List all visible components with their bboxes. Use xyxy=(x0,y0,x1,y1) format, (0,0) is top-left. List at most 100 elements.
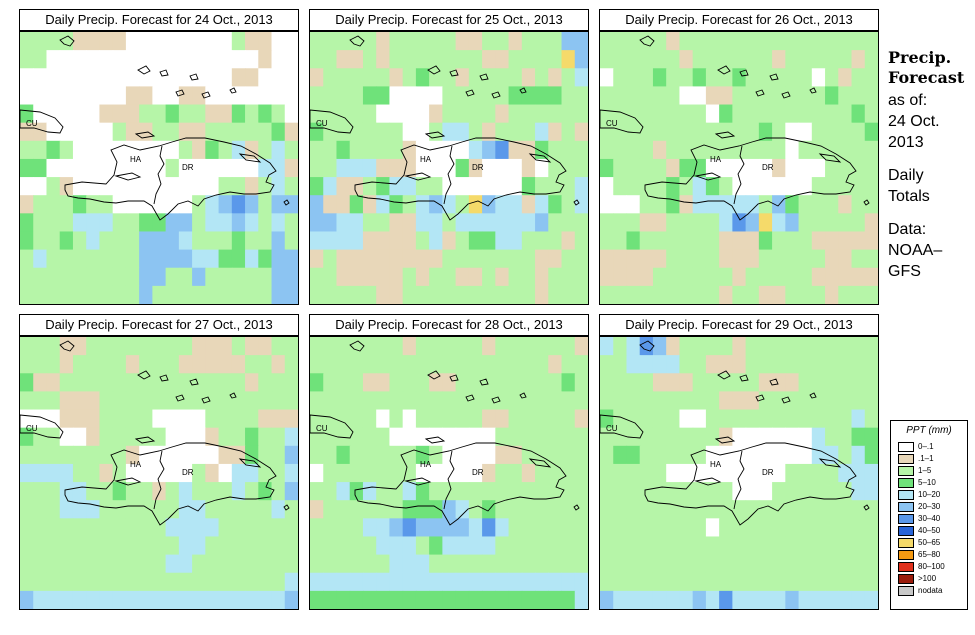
precip-cell xyxy=(376,463,391,483)
precip-cell xyxy=(192,427,206,447)
precip-cell xyxy=(336,373,351,392)
precip-cell xyxy=(811,32,826,51)
precip-cell xyxy=(429,391,443,411)
precip-cell xyxy=(33,50,48,69)
precip-cell xyxy=(679,104,694,124)
precip-cell xyxy=(245,177,259,196)
precip-cell xyxy=(59,572,74,592)
precip-cell xyxy=(415,249,430,269)
precip-cell xyxy=(20,391,34,411)
precip-cell xyxy=(825,231,839,251)
precip-cell xyxy=(165,572,180,592)
precip-cell xyxy=(626,195,641,214)
precip-cell xyxy=(798,122,813,142)
precip-cell xyxy=(535,32,549,51)
precip-cell xyxy=(376,285,391,304)
precip-cell xyxy=(86,50,101,69)
precip-cell xyxy=(574,86,588,106)
precip-cell xyxy=(508,409,523,429)
legend-item: 65–80 xyxy=(891,549,967,561)
precip-cell xyxy=(508,249,523,269)
precip-cell xyxy=(548,86,563,106)
precip-cell xyxy=(165,86,180,106)
precip-cell xyxy=(772,427,786,447)
precip-cell xyxy=(112,373,127,392)
precip-cell xyxy=(402,373,417,392)
legend-item: 20–30 xyxy=(891,501,967,513)
precip-cell xyxy=(600,50,614,69)
precip-cell xyxy=(205,482,220,501)
precip-cell xyxy=(758,86,773,106)
precip-cell xyxy=(600,249,614,269)
precip-cell xyxy=(666,104,681,124)
precip-cell xyxy=(376,500,391,519)
precip-cell xyxy=(600,536,614,556)
precip-cell xyxy=(613,140,628,160)
precip-cell xyxy=(86,427,101,447)
precip-cell xyxy=(59,86,74,106)
precip-cell xyxy=(205,572,220,592)
coastline xyxy=(201,396,211,404)
precip-cell xyxy=(284,177,298,196)
precip-cell xyxy=(310,104,324,124)
precip-cell xyxy=(508,373,523,392)
precip-cell xyxy=(535,267,549,287)
precip-cell xyxy=(46,572,61,592)
precip-cell xyxy=(811,373,826,392)
precip-cell xyxy=(719,500,733,519)
precip-cell xyxy=(785,518,800,538)
precip-cell xyxy=(758,122,773,142)
precip-cell xyxy=(46,500,61,519)
precip-cell xyxy=(310,249,324,269)
precip-cell xyxy=(600,445,614,465)
precip-cell xyxy=(271,158,286,178)
precip-cell xyxy=(825,518,839,538)
precip-cell xyxy=(468,249,483,269)
precip-cell xyxy=(125,86,140,106)
coastline xyxy=(600,109,644,134)
precip-cell xyxy=(284,355,298,374)
precip-cell xyxy=(455,249,470,269)
coastline xyxy=(189,378,199,386)
precip-cell xyxy=(745,195,760,214)
precip-cell xyxy=(245,104,259,124)
precip-cell xyxy=(561,195,576,214)
precip-cell xyxy=(561,231,576,251)
precip-cell xyxy=(46,391,61,411)
precip-cell xyxy=(785,231,800,251)
precip-cell xyxy=(231,373,246,392)
precip-cell xyxy=(99,213,114,233)
precip-cell xyxy=(495,445,510,465)
precip-cell xyxy=(639,554,654,574)
precip-cell xyxy=(389,68,404,87)
precip-cell xyxy=(99,231,114,251)
precip-cell xyxy=(482,518,496,538)
precip-cell xyxy=(600,391,614,411)
precip-cell xyxy=(415,482,430,501)
precip-cell xyxy=(732,86,747,106)
precip-cell xyxy=(705,463,720,483)
country-label: CU xyxy=(26,424,38,433)
precip-cell xyxy=(864,32,878,51)
precip-cell xyxy=(429,158,443,178)
precip-cell xyxy=(772,213,786,233)
coastline xyxy=(449,69,459,77)
precip-cell xyxy=(284,50,298,69)
precip-cell xyxy=(692,463,707,483)
precip-cell xyxy=(864,122,878,142)
precip-cell xyxy=(284,409,298,429)
precip-cell xyxy=(639,267,654,287)
precip-cell xyxy=(468,554,483,574)
precip-cell xyxy=(271,337,286,356)
legend-swatch xyxy=(898,586,914,596)
precip-cell xyxy=(600,337,614,356)
precip-cell xyxy=(548,536,563,556)
precip-cell xyxy=(679,86,694,106)
precip-cell xyxy=(33,104,48,124)
precip-cell xyxy=(310,68,324,87)
precip-cell xyxy=(362,572,377,592)
precip-cell xyxy=(99,554,114,574)
precip-cell xyxy=(732,213,747,233)
precip-cell xyxy=(402,409,417,429)
precip-cell xyxy=(20,355,34,374)
